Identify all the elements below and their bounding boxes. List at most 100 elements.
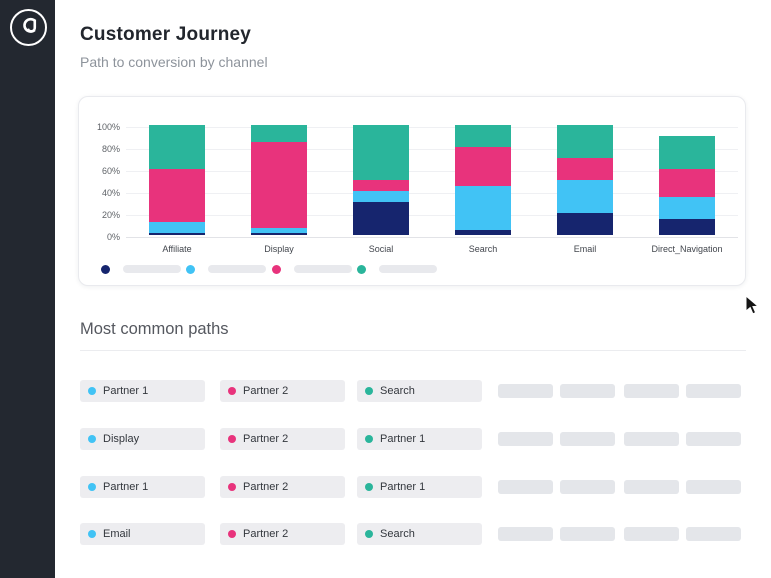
bar-direct_navigation[interactable]: [659, 136, 715, 235]
path-step-chip: Partner 1: [357, 476, 482, 498]
bar-display[interactable]: [251, 125, 307, 235]
pink-segment[interactable]: [149, 169, 205, 222]
path-step-placeholder: [498, 384, 553, 398]
x-axis-label: Email: [573, 244, 597, 254]
light-blue-segment[interactable]: [353, 191, 409, 202]
legend-label-skeleton: [294, 265, 352, 273]
navy-segment[interactable]: [659, 218, 715, 235]
navy-segment[interactable]: [557, 213, 613, 235]
pink-segment[interactable]: [251, 141, 307, 229]
navy-segment[interactable]: [149, 232, 205, 235]
path-step-placeholder: [624, 432, 679, 446]
path-step-placeholder: [560, 480, 615, 494]
path-row: Email Partner 2 Search: [80, 523, 746, 545]
legend-item[interactable]: [101, 264, 181, 274]
x-axis-label: Social: [368, 244, 394, 254]
path-step-label: Partner 2: [243, 385, 289, 397]
legend-item[interactable]: [357, 264, 437, 274]
path-step-placeholder: [498, 432, 553, 446]
path-step-placeholder: [686, 432, 741, 446]
pink-segment[interactable]: [455, 147, 511, 186]
page-subtitle: Path to conversion by channel: [80, 54, 268, 70]
cj-logo-icon: [16, 12, 42, 43]
channel-color-dot: [88, 530, 96, 538]
channel-color-dot: [228, 435, 236, 443]
path-step-label: Partner 1: [103, 385, 149, 397]
channel-color-dot: [365, 387, 373, 395]
path-step-chip: Partner 2: [220, 523, 345, 545]
path-row: Partner 1 Partner 2 Search: [80, 380, 746, 402]
teal-segment[interactable]: [149, 125, 205, 170]
navy-segment[interactable]: [455, 229, 511, 235]
light-blue-segment[interactable]: [659, 196, 715, 219]
path-step-placeholder: [686, 384, 741, 398]
path-step-placeholder: [624, 527, 679, 541]
navy-segment[interactable]: [353, 202, 409, 235]
path-step-placeholder: [498, 527, 553, 541]
section-divider: [80, 350, 746, 351]
x-axis-label: Search: [468, 244, 498, 254]
x-axis-label: Display: [264, 244, 294, 254]
y-axis-tick: 0%: [106, 232, 120, 242]
path-step-placeholder: [686, 480, 741, 494]
path-step-placeholder: [624, 480, 679, 494]
channel-color-dot: [88, 387, 96, 395]
teal-segment[interactable]: [251, 125, 307, 142]
channel-color-dot: [228, 387, 236, 395]
channel-color-dot: [365, 483, 373, 491]
x-axis-label: Direct_Navigation: [651, 244, 723, 254]
gridline: [126, 215, 738, 216]
pink-segment[interactable]: [557, 158, 613, 180]
channel-color-dot: [228, 530, 236, 538]
path-step-chip: Display: [80, 428, 205, 450]
channel-color-dot: [88, 483, 96, 491]
page-title: Customer Journey: [80, 24, 252, 45]
path-step-label: Partner 1: [103, 481, 149, 493]
gridline: [126, 171, 738, 172]
legend-item[interactable]: [272, 264, 352, 274]
light-blue-segment[interactable]: [251, 228, 307, 233]
bar-affiliate[interactable]: [149, 125, 205, 235]
path-step-label: Email: [103, 528, 131, 540]
light-blue-segment[interactable]: [149, 221, 205, 233]
legend-label-skeleton: [208, 265, 266, 273]
legend-color-dot: [357, 264, 366, 274]
y-axis-tick: 20%: [101, 210, 120, 220]
teal-segment[interactable]: [455, 125, 511, 147]
navy-segment[interactable]: [251, 232, 307, 235]
path-step-chip: Partner 2: [220, 476, 345, 498]
channel-color-dot: [88, 435, 96, 443]
gridline: [126, 193, 738, 194]
legend-label-skeleton: [379, 265, 437, 273]
teal-segment[interactable]: [353, 125, 409, 180]
legend-color-dot: [186, 264, 195, 274]
gridline: [126, 127, 738, 128]
legend-item[interactable]: [186, 264, 266, 274]
path-step-label: Partner 2: [243, 481, 289, 493]
y-axis-tick: 80%: [101, 144, 120, 154]
pink-segment[interactable]: [353, 180, 409, 191]
channel-color-dot: [365, 435, 373, 443]
path-step-chip: Partner 2: [220, 428, 345, 450]
channel-color-dot: [365, 530, 373, 538]
teal-segment[interactable]: [659, 136, 715, 169]
pink-segment[interactable]: [659, 169, 715, 197]
bar-social[interactable]: [353, 125, 409, 235]
path-step-chip: Partner 1: [80, 380, 205, 402]
teal-segment[interactable]: [557, 125, 613, 158]
cj-logo[interactable]: [10, 9, 47, 46]
bar-search[interactable]: [455, 125, 511, 235]
path-step-chip: Search: [357, 380, 482, 402]
legend-color-dot: [272, 264, 281, 274]
y-axis-tick: 100%: [96, 122, 120, 132]
legend-label-skeleton: [123, 265, 181, 273]
light-blue-segment[interactable]: [455, 185, 511, 230]
bar-email[interactable]: [557, 125, 613, 235]
path-row: Display Partner 2 Partner 1: [80, 428, 746, 450]
light-blue-segment[interactable]: [557, 180, 613, 213]
path-step-label: Partner 2: [243, 433, 289, 445]
most-common-paths-title: Most common paths: [80, 320, 229, 338]
conversion-chart-card: 100% 80% 60% 40% 20% 0% Affiliate Display Social…: [78, 96, 746, 286]
path-step-placeholder: [498, 480, 553, 494]
